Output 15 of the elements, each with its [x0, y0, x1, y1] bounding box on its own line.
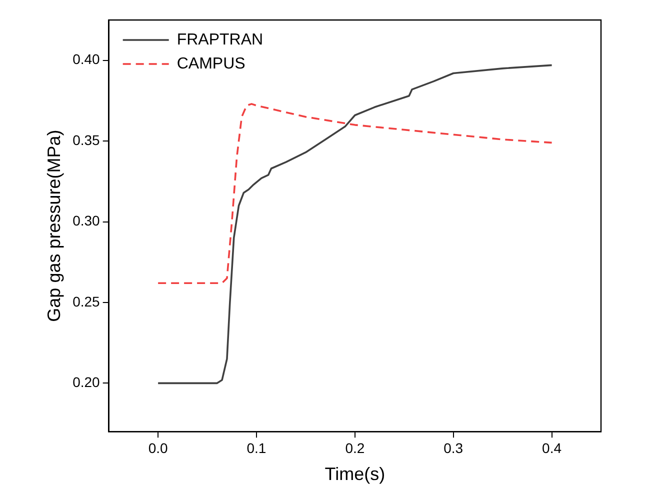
y-tick-label: 0.30: [72, 212, 100, 229]
y-tick-label: 0.25: [72, 293, 100, 310]
legend-label: CAMPUS: [176, 55, 246, 72]
x-tick-label: 0.0: [148, 440, 168, 456]
y-axis-title: Gap gas pressure(MPa): [44, 130, 64, 322]
x-tick-label: 0.1: [246, 440, 266, 456]
line-series: [157, 103, 553, 284]
x-tick-label: 0.3: [444, 440, 464, 456]
y-tick-label: 0.40: [72, 51, 100, 68]
y-tick-label: 0.35: [72, 132, 100, 148]
x-tick-label: 0.2: [345, 440, 365, 456]
x-axis-title: Time(s): [324, 464, 386, 484]
y-tick-label: 0.20: [72, 374, 100, 390]
legend-label: FRAPTRAN: [176, 31, 264, 48]
x-tick-label: 0.4: [542, 440, 562, 456]
